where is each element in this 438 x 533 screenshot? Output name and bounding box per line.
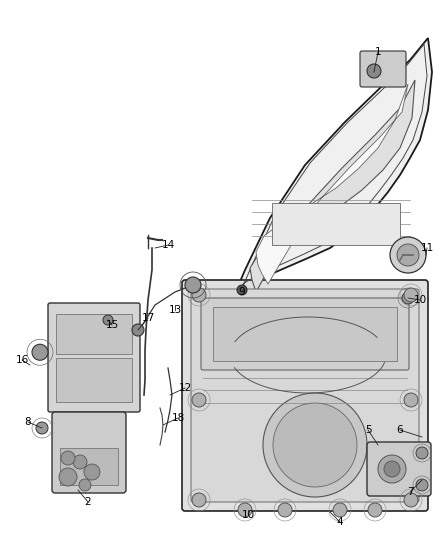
Circle shape xyxy=(368,503,382,517)
Text: 7: 7 xyxy=(407,487,413,497)
Circle shape xyxy=(192,288,206,302)
Text: 8: 8 xyxy=(25,417,31,427)
Text: 1: 1 xyxy=(374,47,381,57)
Circle shape xyxy=(32,344,48,360)
FancyBboxPatch shape xyxy=(182,280,428,511)
Text: 11: 11 xyxy=(420,243,434,253)
Polygon shape xyxy=(256,84,408,284)
Text: 16: 16 xyxy=(15,355,28,365)
FancyBboxPatch shape xyxy=(213,307,397,361)
Circle shape xyxy=(192,493,206,507)
Circle shape xyxy=(185,277,201,293)
Circle shape xyxy=(416,479,428,491)
Circle shape xyxy=(36,422,48,434)
Polygon shape xyxy=(250,80,415,292)
FancyBboxPatch shape xyxy=(191,289,419,502)
Circle shape xyxy=(192,393,206,407)
Circle shape xyxy=(59,468,77,486)
Text: 5: 5 xyxy=(365,425,371,435)
FancyBboxPatch shape xyxy=(201,298,409,370)
Circle shape xyxy=(73,455,87,469)
Text: 10: 10 xyxy=(241,510,254,520)
Circle shape xyxy=(367,64,381,78)
Circle shape xyxy=(263,393,367,497)
FancyBboxPatch shape xyxy=(52,412,126,493)
Text: 10: 10 xyxy=(413,295,427,305)
Circle shape xyxy=(378,455,406,483)
Polygon shape xyxy=(228,38,432,305)
Text: 4: 4 xyxy=(337,517,343,527)
Circle shape xyxy=(132,324,144,336)
Circle shape xyxy=(278,503,292,517)
Text: 13: 13 xyxy=(168,305,182,315)
Circle shape xyxy=(404,493,418,507)
Circle shape xyxy=(333,503,347,517)
Circle shape xyxy=(390,237,426,273)
Circle shape xyxy=(397,244,419,266)
FancyBboxPatch shape xyxy=(367,442,431,496)
Circle shape xyxy=(384,461,400,477)
Circle shape xyxy=(416,447,428,459)
Text: 15: 15 xyxy=(106,320,119,330)
FancyBboxPatch shape xyxy=(56,358,132,402)
Circle shape xyxy=(404,288,418,302)
FancyBboxPatch shape xyxy=(48,303,140,412)
Text: 2: 2 xyxy=(85,497,91,507)
FancyBboxPatch shape xyxy=(272,203,400,245)
Text: 18: 18 xyxy=(171,413,185,423)
Circle shape xyxy=(404,393,418,407)
Circle shape xyxy=(238,503,252,517)
Text: 12: 12 xyxy=(178,383,192,393)
Text: 17: 17 xyxy=(141,313,155,323)
Circle shape xyxy=(79,479,91,491)
FancyBboxPatch shape xyxy=(60,448,118,485)
Text: 6: 6 xyxy=(397,425,403,435)
FancyBboxPatch shape xyxy=(56,314,132,354)
Circle shape xyxy=(402,292,414,304)
Circle shape xyxy=(61,451,75,465)
Circle shape xyxy=(84,464,100,480)
Circle shape xyxy=(273,403,357,487)
Circle shape xyxy=(103,315,113,325)
Text: 9: 9 xyxy=(239,287,245,297)
FancyBboxPatch shape xyxy=(360,51,406,87)
Text: 14: 14 xyxy=(161,240,175,250)
Circle shape xyxy=(237,285,247,295)
